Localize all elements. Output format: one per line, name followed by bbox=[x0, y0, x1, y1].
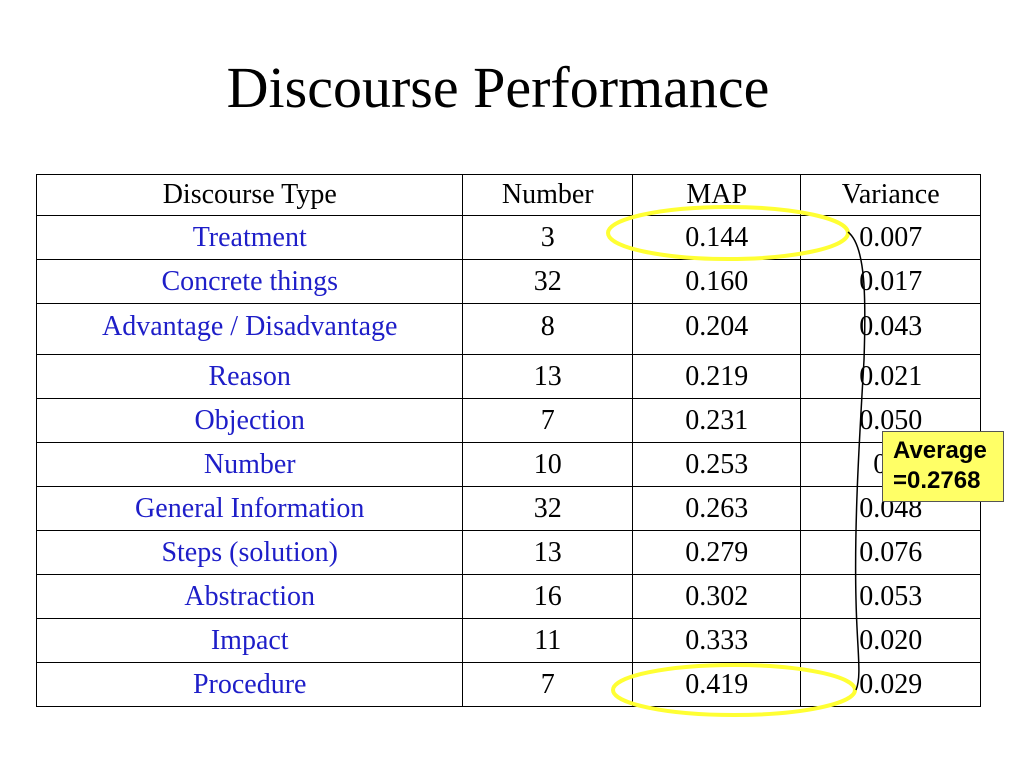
table-row: Steps (solution) 13 0.279 0.076 bbox=[35, 530, 981, 575]
number-cell: 13 bbox=[462, 354, 634, 399]
discourse-type-cell: General Information bbox=[35, 486, 464, 531]
variance-cell: 0.021 bbox=[800, 354, 981, 399]
number-cell: 8 bbox=[462, 303, 634, 355]
table-row: Impact 11 0.333 0.020 bbox=[35, 618, 981, 663]
variance-cell: 0.076 bbox=[800, 530, 981, 575]
map-cell: 0.160 bbox=[632, 259, 802, 304]
variance-cell: 0.007 bbox=[800, 215, 981, 260]
slide-title: Discourse Performance bbox=[226, 55, 770, 120]
map-cell: 0.231 bbox=[632, 398, 802, 443]
table-row: General Information 32 0.263 0.048 bbox=[35, 486, 981, 531]
table-row: Objection 7 0.231 0.050 bbox=[35, 398, 981, 443]
table-row: Advantage / Disadvantage 8 0.204 0.043 bbox=[35, 303, 981, 355]
table-row: Abstraction 16 0.302 0.053 bbox=[35, 574, 981, 619]
variance-cell: 0.020 bbox=[800, 618, 981, 663]
number-cell: 13 bbox=[462, 530, 634, 575]
table-row: Procedure 7 0.419 0.029 bbox=[35, 662, 981, 707]
discourse-type-cell: Treatment bbox=[35, 215, 464, 260]
variance-cell: 0.017 bbox=[800, 259, 981, 304]
map-cell: 0.219 bbox=[632, 354, 802, 399]
table-row: Concrete things 32 0.160 0.017 bbox=[35, 259, 981, 304]
discourse-type-cell: Steps (solution) bbox=[35, 530, 464, 575]
average-callout: Average =0.2768 bbox=[882, 431, 1004, 502]
map-cell: 0.302 bbox=[632, 574, 802, 619]
discourse-type-cell: Procedure bbox=[35, 662, 464, 707]
map-cell: 0.419 bbox=[632, 662, 802, 707]
map-cell: 0.204 bbox=[632, 303, 802, 355]
discourse-type-cell: Impact bbox=[35, 618, 464, 663]
table-row: Reason 13 0.219 0.021 bbox=[35, 354, 981, 399]
number-cell: 16 bbox=[462, 574, 634, 619]
discourse-type-cell: Number bbox=[35, 442, 464, 487]
number-cell: 3 bbox=[462, 215, 634, 260]
callout-line-2: =0.2768 bbox=[893, 467, 981, 494]
number-cell: 7 bbox=[462, 398, 634, 443]
discourse-table: Discourse Type Number MAP Variance Treat… bbox=[35, 174, 981, 707]
header-row: Discourse Type Number MAP Variance bbox=[35, 174, 981, 216]
map-cell: 0.253 bbox=[632, 442, 802, 487]
table-row: Treatment 3 0.144 0.007 bbox=[35, 215, 981, 260]
header-variance: Variance bbox=[800, 174, 981, 216]
number-cell: 32 bbox=[462, 259, 634, 304]
discourse-type-cell: Objection bbox=[35, 398, 464, 443]
discourse-type-cell: Advantage / Disadvantage bbox=[35, 303, 464, 355]
map-cell: 0.263 bbox=[632, 486, 802, 531]
header-map: MAP bbox=[632, 174, 802, 216]
map-cell: 0.333 bbox=[632, 618, 802, 663]
table-row: Number 10 0.253 0.0 bbox=[35, 442, 981, 487]
variance-cell: 0.043 bbox=[800, 303, 981, 355]
number-cell: 11 bbox=[462, 618, 634, 663]
variance-cell: 0.029 bbox=[800, 662, 981, 707]
discourse-type-cell: Reason bbox=[35, 354, 464, 399]
number-cell: 10 bbox=[462, 442, 634, 487]
header-discourse-type: Discourse Type bbox=[35, 174, 464, 216]
discourse-type-cell: Abstraction bbox=[35, 574, 464, 619]
map-cell: 0.144 bbox=[632, 215, 802, 260]
callout-line-1: Average bbox=[893, 437, 987, 464]
map-cell: 0.279 bbox=[632, 530, 802, 575]
header-number: Number bbox=[462, 174, 634, 216]
number-cell: 32 bbox=[462, 486, 634, 531]
variance-cell: 0.053 bbox=[800, 574, 981, 619]
discourse-type-cell: Concrete things bbox=[35, 259, 464, 304]
number-cell: 7 bbox=[462, 662, 634, 707]
